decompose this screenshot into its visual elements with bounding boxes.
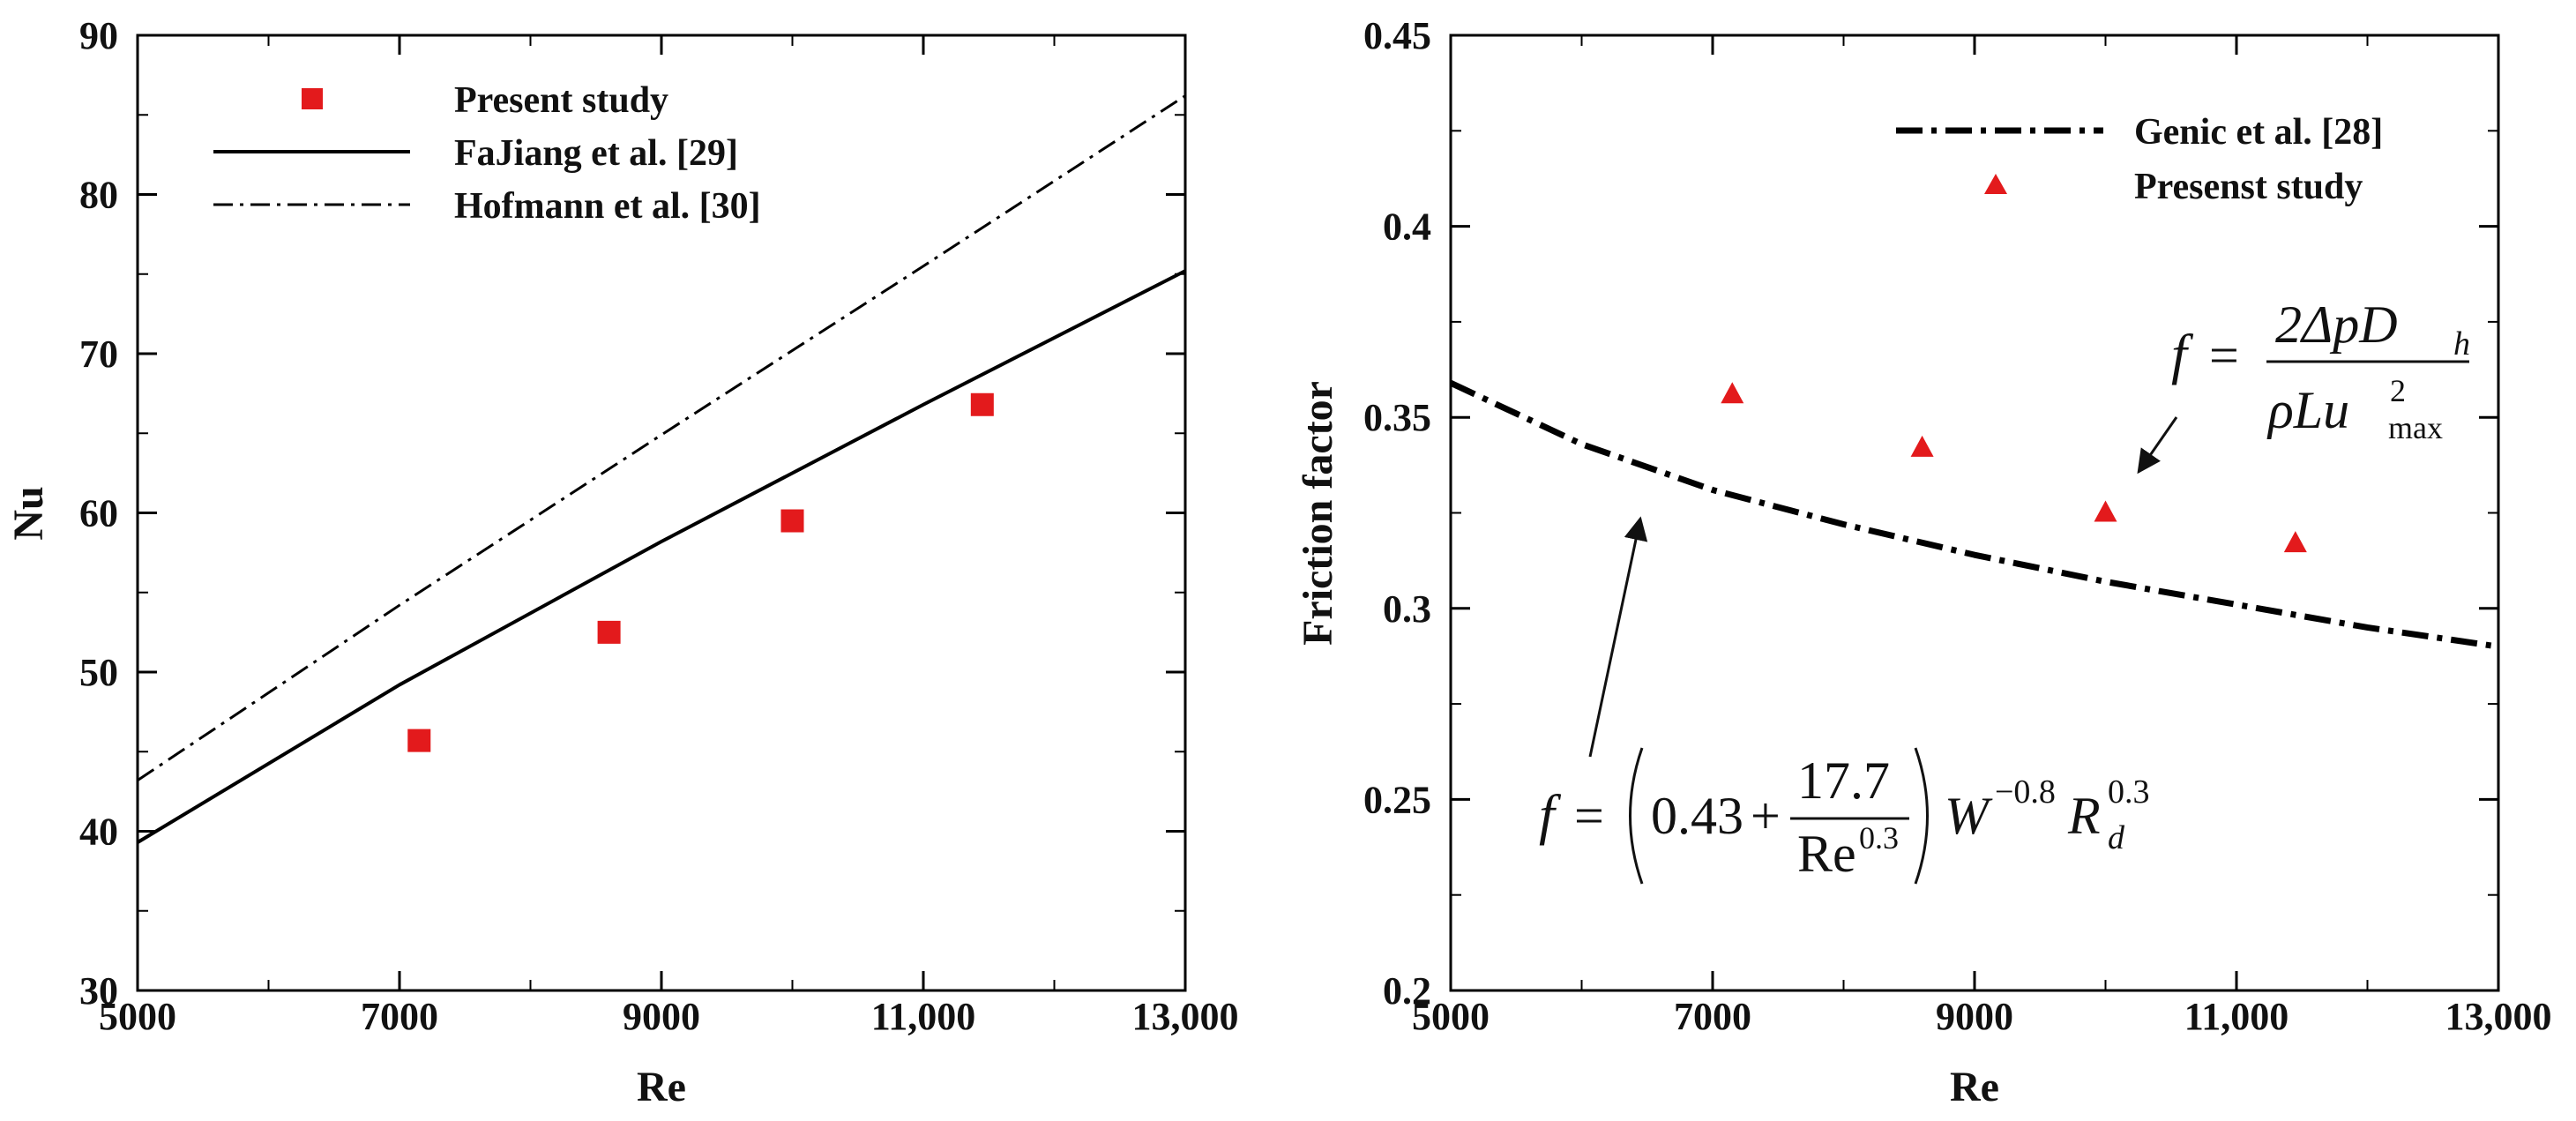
x-tick-label: 9000	[623, 995, 700, 1038]
x-axis-label: Re	[637, 1064, 686, 1110]
formula-bottom-arrow	[1588, 516, 1648, 758]
legend: Genic et al. [28] Presenst study	[1896, 112, 2383, 207]
x-tick-label: 13,000	[1132, 995, 1239, 1038]
formula-top-numerator: 2ΔpD	[2275, 295, 2398, 354]
x-tick-label: 5000	[99, 995, 176, 1038]
formula-top-denominator: ρLu	[2266, 381, 2349, 439]
series-line	[137, 94, 1186, 781]
legend: Present study FaJiang et al. [29] Hofman…	[213, 80, 761, 227]
y-tick-labels: 0.2 0.25 0.3 0.35 0.4 0.45	[1363, 14, 1431, 1013]
x-tick-label: 13,000	[2445, 995, 2552, 1038]
data-point-square	[780, 509, 804, 533]
formula-top-eq: =	[2209, 326, 2239, 385]
chart-friction-vs-re: 5000 7000 9000 11,000 13,000 0.20.250.30.350…	[1295, 14, 2552, 1110]
y-tick-label: 40	[79, 811, 118, 854]
y-tick-labels: 30 40 50 60 70 80 90	[79, 14, 118, 1013]
legend-marker-triangle	[1984, 174, 2007, 194]
series-line	[136, 269, 1186, 844]
data-point-triangle	[2094, 500, 2117, 522]
y-tick-label: 80	[79, 174, 118, 217]
formula-bottom-w: W	[1945, 787, 1993, 845]
data-point-triangle	[2283, 531, 2307, 553]
data-series	[136, 94, 1186, 844]
tick-marks	[136, 34, 1187, 992]
formula-bottom-const: 0.43	[1651, 787, 1743, 845]
y-tick-label: 0.4	[1383, 206, 1431, 249]
formula-top: f = 2ΔpD h ρLu 2 max	[2171, 295, 2470, 445]
plot-area-frame	[136, 34, 1187, 992]
formula-bottom-lhs: f	[1539, 783, 1562, 846]
y-tick-label: 90	[79, 14, 118, 57]
formula-bottom-r: R	[2067, 787, 2101, 845]
y-tick-label: 0.45	[1363, 14, 1431, 57]
formula-bottom: f = 0.43 + 17.7 Re 0.3 W −0.8 R 0.3 d	[1539, 747, 2150, 885]
x-tick-labels: 5000 7000 9000 11,000 13,000	[99, 995, 1239, 1038]
formula-bottom-eq: =	[1574, 787, 1604, 845]
y-axis-label: Nu	[5, 486, 52, 540]
formula-bottom-left-paren	[1629, 747, 1644, 885]
y-tick-label: 0.35	[1363, 396, 1431, 439]
y-axis-label: Friction factor	[1295, 381, 1341, 646]
data-point-square	[970, 392, 994, 416]
formula-bottom-denominator: Re	[1797, 825, 1856, 883]
data-point-triangle	[1721, 382, 1744, 404]
x-tick-labels: 5000 7000 9000 11,000 13,000	[1412, 995, 2552, 1038]
legend-label-genic: Genic et al. [28]	[2134, 112, 2383, 153]
x-tick-label: 5000	[1412, 995, 1490, 1038]
formula-top-num-sub: h	[2453, 325, 2470, 362]
y-tick-label: 0.2	[1383, 969, 1431, 1013]
formula-bottom-plus: +	[1751, 787, 1781, 845]
formula-bottom-r-sup: 0.3	[2108, 773, 2150, 811]
formula-top-den-sup: 2	[2390, 373, 2406, 408]
formula-top-den-sub: max	[2388, 410, 2443, 445]
formula-bottom-w-sup: −0.8	[1995, 773, 2056, 811]
x-tick-label: 11,000	[871, 995, 976, 1038]
y-tick-label: 0.3	[1383, 587, 1431, 631]
y-tick-label: 60	[79, 492, 118, 535]
legend-label-fajiang: FaJiang et al. [29]	[454, 133, 738, 174]
data-series	[1449, 380, 2499, 650]
legend-label-hofmann: Hofmann et al. [30]	[454, 186, 761, 227]
x-axis-label: Re	[1950, 1064, 1999, 1110]
formula-bottom-numerator: 17.7	[1797, 751, 1890, 810]
formula-bottom-r-sub: d	[2108, 819, 2125, 856]
y-tick-label: 0.25	[1363, 778, 1431, 821]
formula-top-arrow	[2137, 416, 2178, 475]
tick-marks	[1449, 34, 2500, 992]
y-tick-label: 70	[79, 333, 118, 376]
data-point-triangle	[1910, 435, 1934, 457]
formula-bottom-den-sup: 0.3	[1859, 820, 1899, 856]
x-tick-label: 7000	[1674, 995, 1751, 1038]
y-tick-label: 30	[79, 969, 118, 1013]
legend-marker-square	[302, 88, 323, 109]
formula-top-lhs: f	[2171, 323, 2194, 385]
x-tick-label: 7000	[361, 995, 438, 1038]
formula-bottom-right-paren	[1914, 747, 1929, 885]
x-tick-label: 9000	[1936, 995, 2013, 1038]
legend-label-present-study: Present study	[454, 80, 668, 121]
data-point-square	[597, 620, 621, 644]
x-tick-label: 11,000	[2184, 995, 2289, 1038]
chart-nu-vs-re: 5000 7000 9000 11,000 13,000 30405060708090 …	[5, 14, 1239, 1110]
series-line	[1449, 380, 2499, 650]
legend-label-presenst-study: Presenst study	[2134, 167, 2363, 207]
y-tick-label: 50	[79, 651, 118, 694]
data-point-square	[407, 729, 431, 752]
